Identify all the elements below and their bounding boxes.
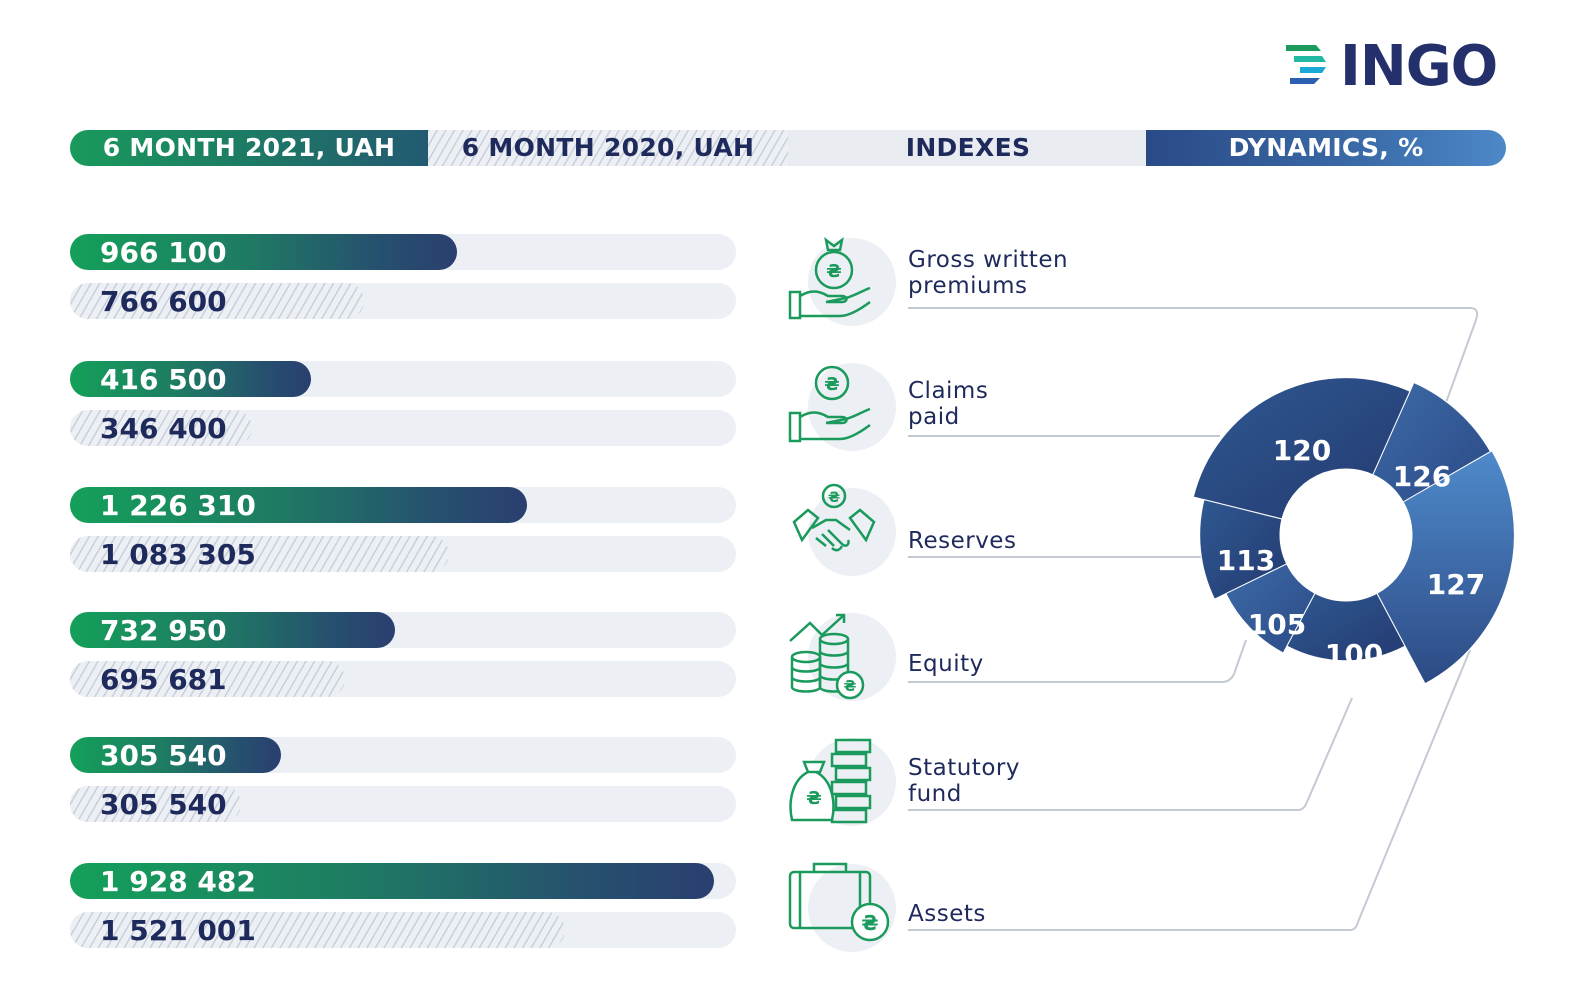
svg-text:₴: ₴ — [861, 911, 878, 935]
bar-2021 — [70, 863, 714, 899]
donut-slice-label: 100 — [1325, 638, 1383, 671]
donut-slice — [1286, 592, 1406, 662]
donut-slice-label: 126 — [1393, 460, 1451, 493]
value-2021: 966 100 — [100, 236, 227, 269]
bar-2020 — [70, 786, 242, 822]
bar-2021 — [70, 361, 311, 397]
index-label: Claims paid — [908, 378, 988, 430]
donut-slice-label: 120 — [1273, 434, 1331, 467]
money-bag-cash-icon: ₴ — [786, 732, 896, 832]
logo-wordmark: INGO — [1340, 33, 1498, 99]
icon-backdrop — [808, 488, 896, 576]
donut-slice-label: 113 — [1217, 544, 1275, 577]
icon-backdrop — [808, 238, 896, 326]
svg-text:₴: ₴ — [844, 677, 857, 695]
value-2021: 416 500 — [100, 363, 227, 396]
briefcase-coin-icon: ₴ — [786, 858, 896, 958]
index-label: Statutory fund — [908, 755, 1020, 807]
value-2020: 695 681 — [100, 663, 227, 696]
value-2021: 1 226 310 — [100, 489, 256, 522]
connector-line — [908, 697, 1353, 811]
header-2021: 6 MONTH 2021, UAH — [70, 130, 428, 166]
index-label: Equity — [908, 651, 984, 677]
index-label-line1: Claims — [908, 378, 989, 404]
value-2021: 732 950 — [100, 614, 227, 647]
header-band: 6 MONTH 2021, UAH 6 MONTH 2020, UAH INDE… — [70, 130, 1506, 166]
ingo-logo-mark-icon — [1286, 45, 1326, 84]
coin-stacks-growth-icon: ₴ — [786, 607, 896, 707]
index-label-line1: Gross written — [908, 247, 1069, 273]
handshake-icon: ₴ — [786, 482, 896, 582]
donut-slice — [1376, 450, 1515, 685]
donut-hole — [1280, 469, 1412, 601]
index-label-line1: Statutory — [908, 755, 1020, 781]
index-label-line2: fund — [908, 781, 962, 807]
coin-hand-icon: ₴ — [786, 357, 896, 457]
header-2020: 6 MONTH 2020, UAH — [428, 130, 788, 166]
bar-2021 — [70, 737, 282, 773]
value-2020: 305 540 — [100, 788, 227, 821]
index-label: Reserves — [908, 528, 1016, 554]
bar-2020 — [70, 283, 365, 319]
header-dynamics: DYNAMICS, % — [1146, 130, 1506, 166]
index-label: Gross written premiums — [908, 247, 1068, 299]
value-2021: 1 928 482 — [100, 865, 256, 898]
bar-2020 — [70, 912, 566, 948]
connector-line — [908, 639, 1247, 683]
donut-slice-label: 127 — [1427, 568, 1485, 601]
donut-slice-label: 105 — [1248, 608, 1306, 641]
value-2020: 346 400 — [100, 412, 227, 445]
index-label-line1: Reserves — [908, 528, 1017, 554]
money-bag-hand-icon: ₴ — [786, 232, 896, 332]
svg-text:₴: ₴ — [826, 261, 841, 282]
index-label-line2: paid — [908, 404, 960, 430]
value-2020: 1 521 001 — [100, 914, 256, 947]
bar-2021 — [70, 487, 527, 523]
connector-line — [908, 649, 1471, 931]
bar-2020 — [70, 536, 449, 572]
svg-text:₴: ₴ — [824, 374, 839, 395]
bar-2021 — [70, 234, 458, 270]
index-label: Assets — [908, 901, 986, 927]
value-2020: 766 600 — [100, 285, 227, 318]
bar-2020 — [70, 410, 253, 446]
index-label-line2: premiums — [908, 273, 1028, 299]
value-2020: 1 083 305 — [100, 538, 256, 571]
header-indexes: INDEXES — [905, 133, 1031, 162]
ingo-logo: INGO — [1286, 33, 1498, 99]
svg-text:₴: ₴ — [806, 788, 821, 809]
index-label-line1: Equity — [908, 651, 984, 677]
connector-line — [908, 307, 1479, 453]
value-2021: 305 540 — [100, 739, 227, 772]
connector-lines — [908, 307, 1479, 931]
bar-2021 — [70, 612, 396, 648]
index-label-line1: Assets — [908, 901, 986, 927]
bar-2020 — [70, 661, 346, 697]
svg-text:₴: ₴ — [828, 490, 840, 506]
